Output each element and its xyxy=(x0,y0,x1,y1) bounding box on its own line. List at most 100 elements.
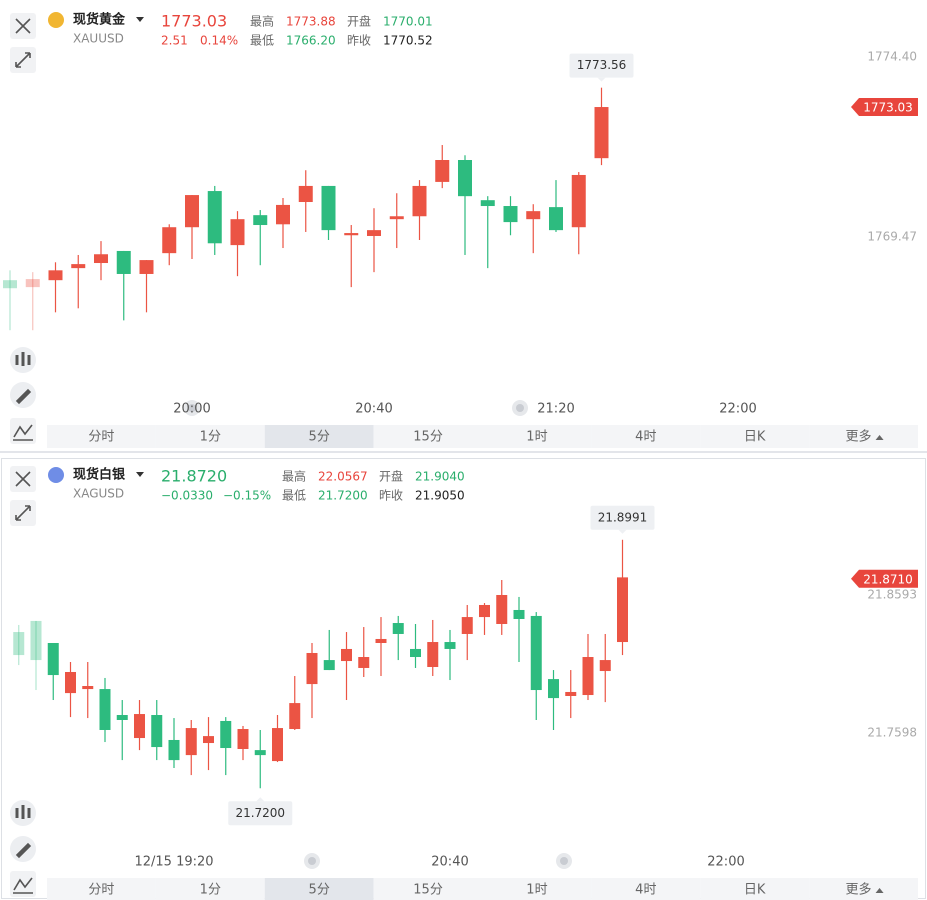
candle-body xyxy=(65,671,76,694)
period-tab-label[interactable]: 日K xyxy=(744,883,766,898)
period-tab-label[interactable]: 日K xyxy=(744,430,766,445)
line-button[interactable] xyxy=(10,418,36,444)
period-tab-label[interactable]: 5分 xyxy=(309,430,330,445)
period-tab[interactable] xyxy=(264,878,374,900)
candle-body xyxy=(513,609,525,619)
expand-button[interactable] xyxy=(10,47,36,73)
dropdown-arrow[interactable] xyxy=(136,17,144,22)
more-arrow xyxy=(875,435,884,440)
candle-body xyxy=(435,160,450,182)
draw-button[interactable] xyxy=(10,382,36,408)
period-tab-label[interactable]: 15分 xyxy=(413,430,443,445)
period-tab[interactable] xyxy=(809,878,918,900)
candle-body xyxy=(323,660,335,671)
stat-value: 21.9040 xyxy=(415,470,465,484)
stat-label: 最低 xyxy=(282,489,306,503)
scroll-handle-dot xyxy=(516,404,524,412)
scroll-handle-dot xyxy=(560,857,568,865)
x-tick-label: 21:20 xyxy=(537,402,574,417)
stat-label: 开盘 xyxy=(379,469,403,484)
period-tab[interactable] xyxy=(591,878,701,900)
candle-body xyxy=(306,652,318,685)
stat-value: 1770.52 xyxy=(383,34,433,48)
candle-body xyxy=(617,577,628,643)
instrument-symbol: XAGUSD xyxy=(73,487,124,501)
period-tab[interactable] xyxy=(47,425,156,448)
period-tab[interactable] xyxy=(47,878,156,900)
period-tab[interactable] xyxy=(373,425,483,448)
x-tick-label: 22:00 xyxy=(719,402,756,417)
candle-body xyxy=(254,750,266,756)
indicator-button[interactable] xyxy=(10,800,36,826)
period-tab[interactable] xyxy=(264,425,374,448)
period-tab-label[interactable]: 更多 xyxy=(846,882,872,898)
period-tab[interactable] xyxy=(700,878,810,900)
stat-value: 21.7200 xyxy=(318,489,368,503)
price-change-pct: 0.14% xyxy=(200,34,238,48)
period-tab[interactable] xyxy=(591,425,701,448)
period-tab[interactable] xyxy=(809,425,918,448)
stat-value: 1773.88 xyxy=(286,15,336,29)
candle-body xyxy=(25,279,40,288)
line-button[interactable] xyxy=(10,871,36,897)
period-tab-label[interactable]: 分时 xyxy=(88,430,114,445)
candle-body xyxy=(276,204,290,225)
candle-body xyxy=(203,736,214,744)
period-tab[interactable] xyxy=(482,878,592,900)
stat-label: 最高 xyxy=(282,469,306,484)
candle-body xyxy=(375,638,387,643)
annotation-box xyxy=(228,801,293,826)
scroll-handle-dot xyxy=(188,404,196,412)
close-button[interactable] xyxy=(10,13,36,39)
period-tab[interactable] xyxy=(482,425,592,448)
expand-button[interactable] xyxy=(10,500,36,526)
candle-body xyxy=(289,703,301,730)
candle-body xyxy=(358,657,370,668)
period-tab-label[interactable]: 1分 xyxy=(200,883,221,898)
candle-body xyxy=(71,264,86,269)
price-tag-label: 1773.03 xyxy=(863,101,913,115)
draw-button[interactable] xyxy=(10,836,36,862)
candle-body xyxy=(458,160,472,197)
candle-body xyxy=(321,185,336,231)
price-tag xyxy=(851,98,918,117)
period-tab-label[interactable]: 5分 xyxy=(309,883,330,898)
period-tab-label[interactable]: 4时 xyxy=(635,430,656,445)
candle-body xyxy=(48,270,63,281)
symbol-icon xyxy=(48,467,64,483)
period-tab-label[interactable]: 1时 xyxy=(526,883,547,898)
period-tab[interactable] xyxy=(700,425,810,448)
annotation-label: 1773.56 xyxy=(577,58,627,72)
indicator-button[interactable] xyxy=(10,347,36,373)
period-tab[interactable] xyxy=(155,878,265,900)
period-tab-label[interactable]: 15分 xyxy=(413,883,443,898)
price-tag xyxy=(851,569,918,588)
period-tab-label[interactable]: 1分 xyxy=(200,430,221,445)
close-button[interactable] xyxy=(10,466,36,492)
more-arrow xyxy=(875,888,884,893)
candle-body xyxy=(344,233,359,236)
candle-body xyxy=(13,632,25,656)
price-change-pct: −0.15% xyxy=(223,489,271,503)
annotation-label: 21.7200 xyxy=(235,806,285,820)
period-tab[interactable] xyxy=(373,878,483,900)
dropdown-arrow[interactable] xyxy=(136,472,144,477)
instrument-name[interactable]: 现货白银 xyxy=(73,467,126,483)
candle-body xyxy=(582,657,594,696)
scroll-handle-dot xyxy=(308,857,316,865)
period-tab-label[interactable]: 更多 xyxy=(846,429,872,445)
candle-body xyxy=(389,216,404,220)
period-tab-label[interactable]: 分时 xyxy=(88,883,114,898)
period-tab-label[interactable]: 1时 xyxy=(526,430,547,445)
candle-body xyxy=(549,207,563,231)
period-tab-label[interactable]: 4时 xyxy=(635,883,656,898)
period-tab[interactable] xyxy=(155,425,265,448)
candle-body xyxy=(410,648,421,658)
candle-body xyxy=(412,185,427,217)
annotation-pointer xyxy=(597,77,606,82)
stat-value: 22.0567 xyxy=(318,470,368,484)
instrument-name[interactable]: 现货黄金 xyxy=(73,12,126,28)
candle-body xyxy=(162,227,177,254)
candle-body xyxy=(298,185,313,203)
